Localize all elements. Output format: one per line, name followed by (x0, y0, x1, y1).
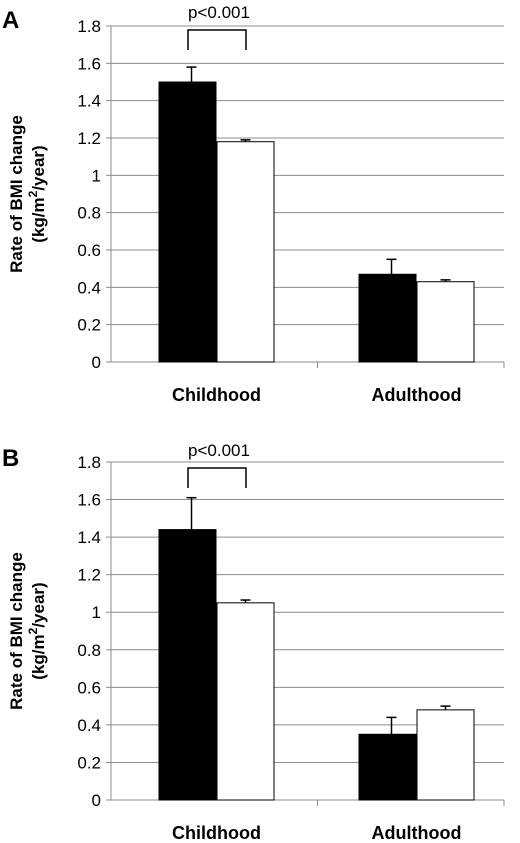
y-tick-label: 0 (92, 353, 101, 372)
significance-bracket (187, 29, 247, 50)
y-axis-title-unit: (kg/m (29, 634, 48, 679)
y-tick-label: 1 (92, 166, 101, 185)
category-label: Childhood (172, 385, 261, 405)
bar (216, 602, 275, 801)
y-tick-label: 1.2 (77, 129, 101, 148)
y-tick-label: 1.6 (77, 491, 101, 510)
y-axis-title-line1: Rate of BMI change (7, 552, 26, 710)
significance-label: p<0.001 (188, 441, 250, 460)
bar (158, 529, 217, 801)
y-axis-title-line1: Rate of BMI change (7, 115, 26, 273)
panel-b: B 0 0.2 0.4 0.6 0.8 1 1.2 1.4 1.6 1.8 Rate of BMI … (2, 441, 505, 843)
y-tick-label: 0 (92, 791, 101, 810)
bar (358, 273, 417, 363)
y-axis-title-unit-end: /year) (29, 145, 48, 190)
y-tick-label: 0.6 (77, 241, 101, 260)
y-tick-label: 0.8 (77, 204, 101, 223)
y-tick-label: 1.8 (77, 453, 101, 472)
y-tick-label: 1.6 (77, 54, 101, 73)
y-tick-label: 0.4 (77, 716, 101, 735)
y-tick-label: 0.2 (77, 753, 101, 772)
y-axis-title-superscript: 2 (26, 190, 40, 197)
panel-letter: B (2, 445, 19, 472)
significance-label: p<0.001 (188, 3, 250, 22)
y-tick-label: 1.2 (77, 566, 101, 585)
panel-a: A 0 0.2 0.4 0.6 0.8 1 1.2 1.4 1.6 1.8 Rate of BMI … (2, 3, 505, 405)
y-axis-title-unit-end: /year) (29, 582, 48, 627)
y-tick-label: 0.6 (77, 678, 101, 697)
y-tick-label: 1 (92, 603, 101, 622)
y-tick-label: 0.4 (77, 278, 101, 297)
y-axis-title-unit: (kg/m (29, 197, 48, 242)
category-label: Adulthood (372, 823, 462, 843)
y-tick-label: 0.2 (77, 316, 101, 335)
y-tick-label: 0.8 (77, 641, 101, 660)
y-tick-label: 1.8 (77, 17, 101, 36)
panel-letter: A (2, 7, 19, 34)
bar (416, 281, 475, 363)
y-tick-label: 1.4 (77, 92, 101, 111)
bar (158, 81, 217, 363)
significance-bracket (187, 467, 247, 488)
category-label: Childhood (172, 823, 261, 843)
y-axis-title: Rate of BMI change (kg/m2/year) (7, 552, 48, 710)
category-label: Adulthood (372, 385, 462, 405)
y-axis-title-superscript: 2 (26, 627, 40, 634)
bar (216, 141, 275, 363)
bar (358, 733, 417, 801)
y-axis-title: Rate of BMI change (kg/m2/year) (7, 115, 48, 273)
y-tick-label: 1.4 (77, 528, 101, 547)
bar (416, 709, 475, 801)
